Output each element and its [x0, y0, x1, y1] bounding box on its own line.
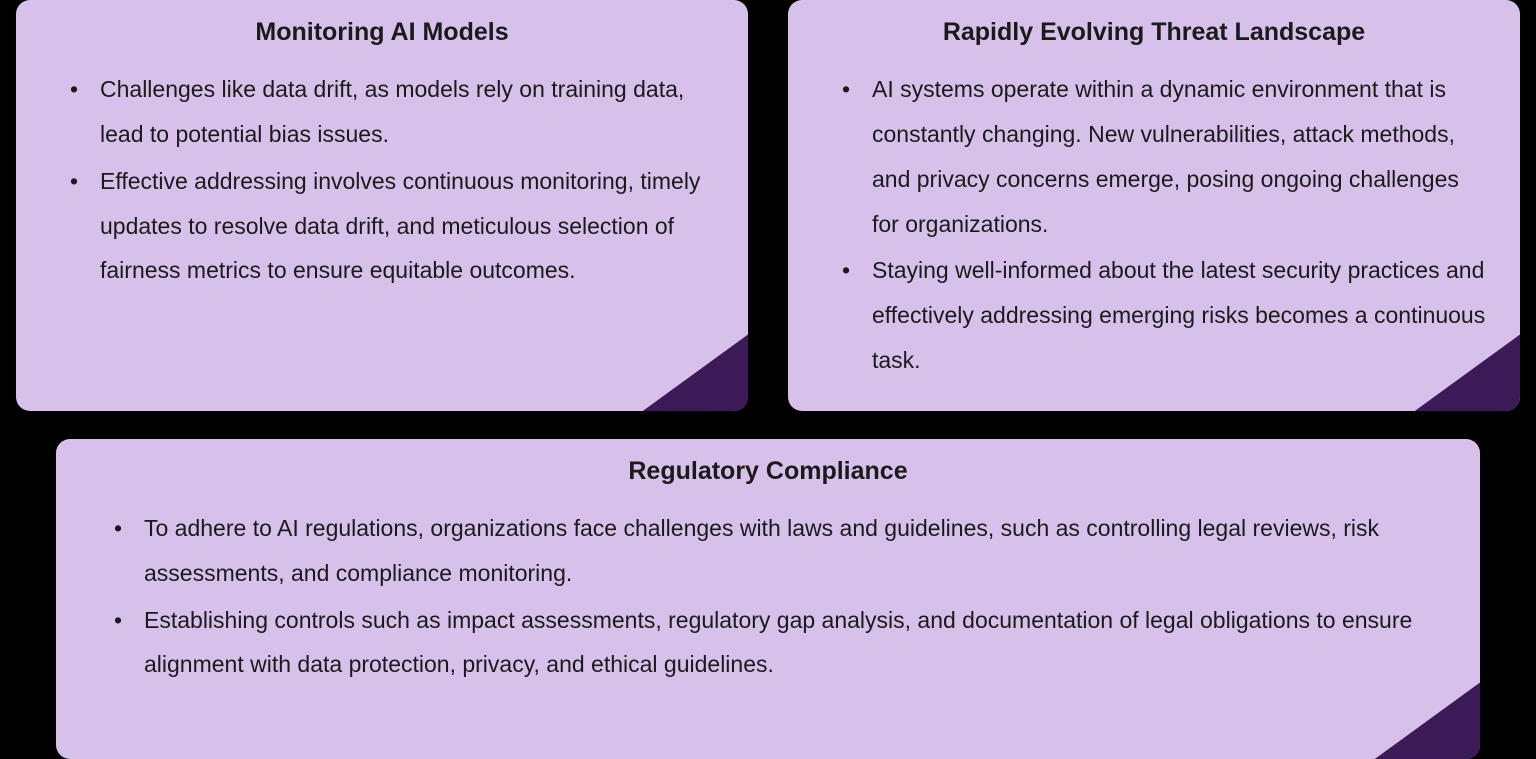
- corner-accent: [1412, 333, 1520, 411]
- card-threat: Rapidly Evolving Threat Landscape AI sys…: [788, 0, 1520, 411]
- card-title: Rapidly Evolving Threat Landscape: [818, 18, 1490, 47]
- slide-container: Monitoring AI Models Challenges like dat…: [0, 0, 1536, 752]
- bullet-item: Staying well-informed about the latest s…: [842, 248, 1490, 383]
- card-regulatory: Regulatory Compliance To adhere to AI re…: [56, 439, 1480, 759]
- corner-accent: [640, 333, 748, 411]
- bullet-item: Effective addressing involves continuous…: [70, 159, 718, 294]
- bullet-item: To adhere to AI regulations, organizatio…: [114, 506, 1446, 596]
- corner-accent: [1372, 681, 1480, 759]
- bullet-item: AI systems operate within a dynamic envi…: [842, 67, 1490, 246]
- card-monitoring: Monitoring AI Models Challenges like dat…: [16, 0, 748, 411]
- top-row: Monitoring AI Models Challenges like dat…: [0, 0, 1536, 411]
- bullet-item: Challenges like data drift, as models re…: [70, 67, 718, 157]
- card-title: Regulatory Compliance: [90, 457, 1446, 486]
- bullet-list: To adhere to AI regulations, organizatio…: [90, 506, 1446, 687]
- bullet-list: Challenges like data drift, as models re…: [46, 67, 718, 293]
- card-title: Monitoring AI Models: [46, 18, 718, 47]
- bullet-item: Establishing controls such as impact ass…: [114, 598, 1446, 688]
- bullet-list: AI systems operate within a dynamic envi…: [818, 67, 1490, 383]
